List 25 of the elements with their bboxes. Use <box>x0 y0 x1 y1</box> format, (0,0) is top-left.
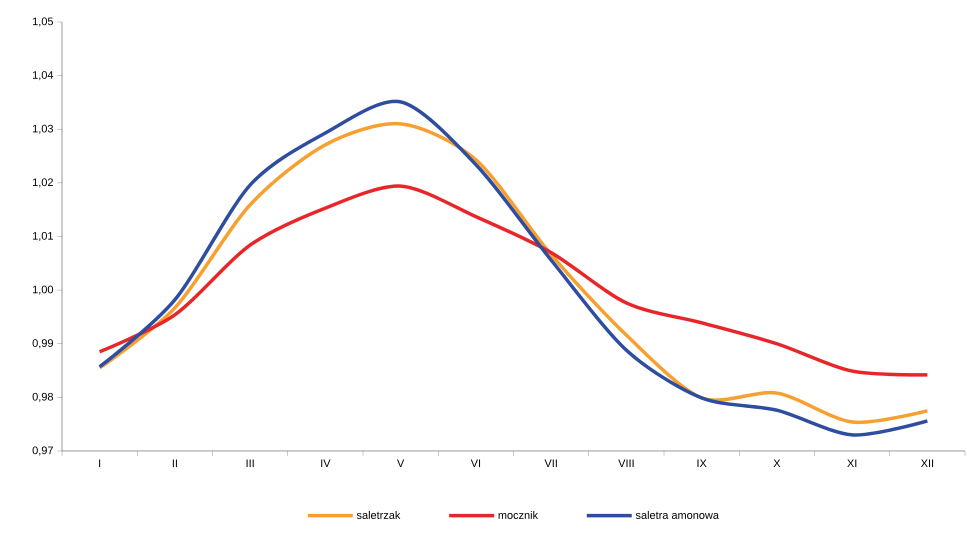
x-tick-label: IX <box>697 460 707 468</box>
y-tick-label: 1,03 <box>32 124 54 134</box>
legend-label: saletra amonowa <box>636 510 719 519</box>
y-tick-label: 1,02 <box>32 178 53 188</box>
legend-label: saletrzak <box>356 510 400 519</box>
y-tick-label: 1,05 <box>32 17 54 27</box>
y-tick-label: 0,97 <box>32 446 53 456</box>
y-tick-label: 0,99 <box>32 339 53 348</box>
legend-label: mocznik <box>498 510 538 519</box>
x-tick-label: XII <box>920 460 934 468</box>
x-tick-label: VII <box>544 460 557 468</box>
x-tick-label: VI <box>470 460 480 468</box>
x-tick-label: X <box>773 460 780 468</box>
x-tick-label: III <box>246 460 254 468</box>
y-tick-label: 1,04 <box>32 71 54 80</box>
x-tick-label: V <box>397 460 404 468</box>
x-tick-label: I <box>99 460 100 468</box>
x-tick-label: II <box>172 460 177 468</box>
y-tick-label: 1,01 <box>32 232 53 242</box>
x-tick-label: XI <box>847 460 856 468</box>
y-tick-label: 0,98 <box>32 392 54 402</box>
y-tick-label: 1,00 <box>32 286 54 295</box>
line-series <box>98 184 930 377</box>
x-tick-label: IV <box>321 460 331 468</box>
x-tick-label: VIII <box>618 460 634 468</box>
